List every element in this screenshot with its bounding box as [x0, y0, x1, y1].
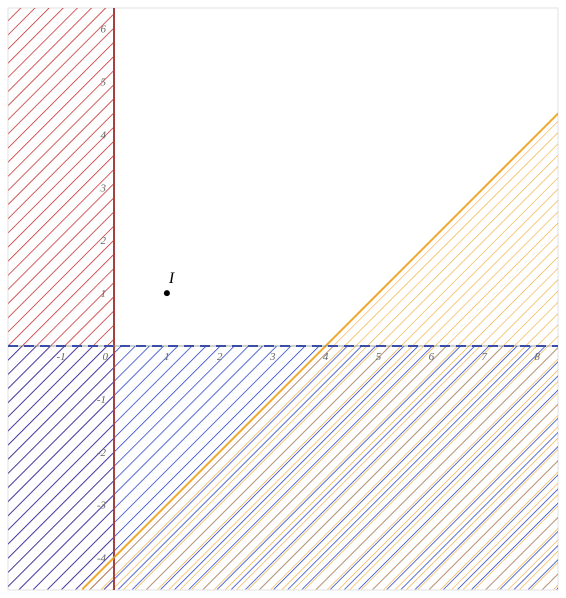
y-tick-label: -1 — [97, 394, 106, 406]
x-tick-label: 2 — [217, 351, 223, 363]
y-tick-label: 6 — [101, 24, 107, 36]
point-I — [164, 290, 170, 296]
y-tick-label: 2 — [101, 235, 107, 247]
x-tick-label: 3 — [269, 351, 276, 363]
x-tick-label: 5 — [376, 351, 382, 363]
x-tick-label: 1 — [164, 351, 170, 363]
origin-label: 0 — [103, 351, 109, 363]
x-tick-label: -1 — [57, 351, 66, 363]
y-tick-label: -3 — [97, 500, 107, 512]
point-label-I: I — [168, 270, 175, 287]
y-tick-label: -2 — [97, 447, 107, 459]
inequality-chart: -1 1 2 3 4 5 6 7 8 -4 -3 -2 -1 1 2 3 4 5 6 0 I — [0, 0, 566, 598]
y-tick-label: 1 — [101, 288, 107, 300]
y-tick-label: 5 — [101, 77, 107, 89]
chart-svg: -1 1 2 3 4 5 6 7 8 -4 -3 -2 -1 1 2 3 4 5 6 0 I — [0, 0, 566, 598]
x-tick-label: 8 — [534, 351, 540, 363]
y-tick-label: 3 — [100, 182, 107, 194]
x-tick-label: 4 — [323, 351, 329, 363]
x-tick-label: 7 — [482, 351, 488, 363]
y-tick-label: -4 — [97, 553, 107, 565]
x-tick-label: 6 — [429, 351, 435, 363]
y-tick-label: 4 — [101, 129, 107, 141]
